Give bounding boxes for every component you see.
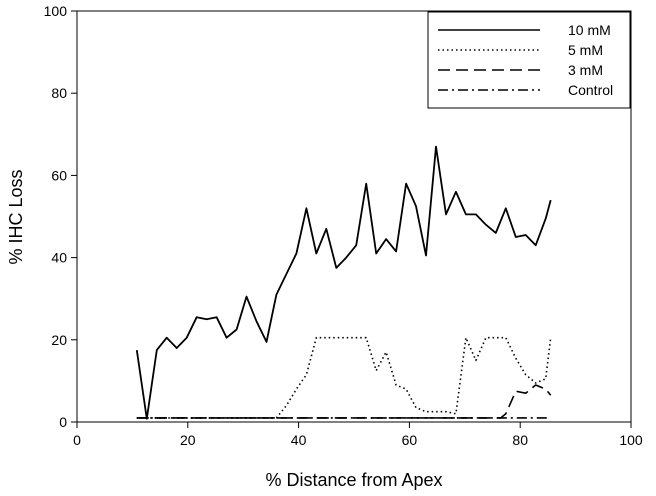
y-tick-label: 0 [59, 414, 67, 430]
x-tick-label: 0 [73, 432, 81, 448]
x-tick-label: 80 [512, 432, 528, 448]
legend: 10 mM 5 mM 3 mM Control [427, 11, 631, 109]
y-tick-label: 40 [51, 250, 67, 266]
legend-label: 3 mM [568, 62, 603, 78]
series-line-3-mm [136, 384, 552, 419]
legend-label: 5 mM [568, 42, 603, 58]
x-tick-label: 100 [619, 432, 643, 448]
legend-label: 10 mM [568, 22, 611, 38]
legend-box [427, 11, 631, 109]
series-layer [135, 145, 552, 420]
x-tick-label: 20 [180, 432, 196, 448]
y-tick-label: 100 [44, 3, 68, 19]
y-tick-label: 20 [51, 332, 67, 348]
legend-label: Control [568, 82, 613, 98]
x-axis-title: % Distance from Apex [265, 470, 442, 490]
axes: 0 20 40 60 80 100 0 20 40 60 80 100 [44, 3, 643, 448]
y-tick-label: 60 [51, 167, 67, 183]
series-line-10-mm [135, 145, 552, 420]
series-line-5-mm [136, 336, 552, 419]
y-axis-title: % IHC Loss [6, 169, 26, 264]
x-tick-label: 60 [402, 432, 418, 448]
plot-frame [76, 10, 632, 423]
x-tick-label: 40 [291, 432, 307, 448]
y-tick-label: 80 [51, 85, 67, 101]
